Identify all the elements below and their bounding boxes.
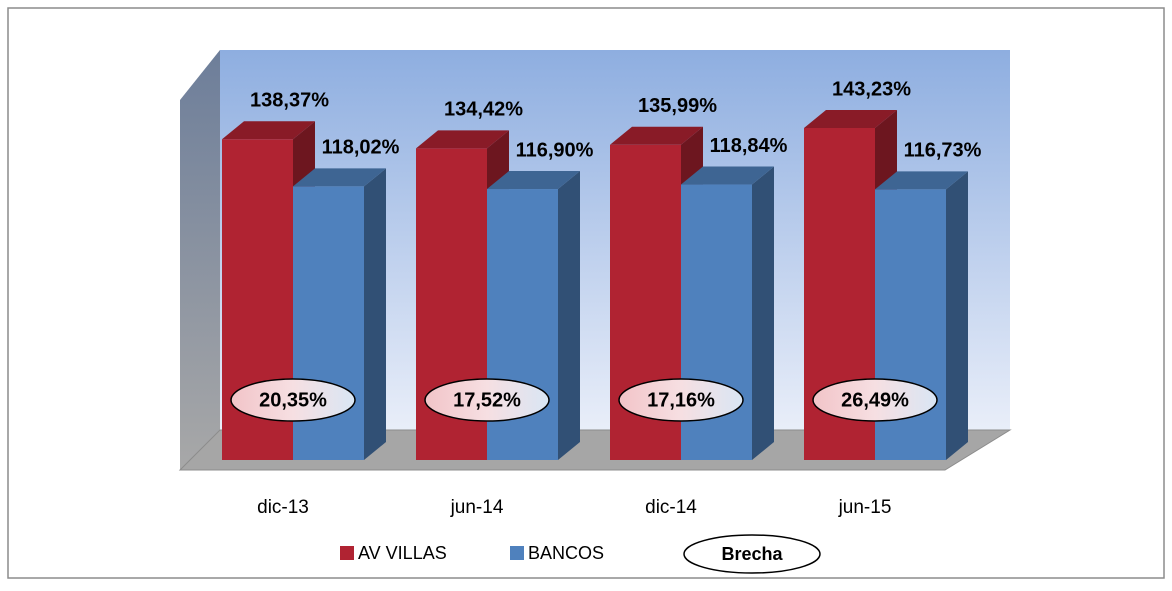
bar-top	[487, 171, 580, 190]
bar-top	[681, 166, 774, 185]
data-label: 118,02%	[322, 137, 400, 159]
bar-side	[558, 171, 580, 461]
side-wall	[180, 50, 220, 470]
bar-top	[222, 121, 315, 140]
bar-top	[293, 168, 386, 187]
x-tick-label: jun-15	[838, 497, 892, 518]
gap-ellipse	[424, 378, 550, 422]
data-label: 135,99%	[638, 95, 717, 117]
legend-label: AV VILLAS	[358, 543, 447, 563]
legend-label: BANCOS	[528, 543, 604, 563]
gap-label: 17,16%	[647, 389, 715, 411]
x-tick-label: dic-13	[257, 497, 309, 518]
bar-side	[946, 171, 968, 461]
floor	[178, 429, 1012, 471]
gap-ellipse	[812, 378, 938, 422]
legend-ellipse	[683, 534, 821, 574]
bar-top	[416, 130, 509, 149]
x-tick-label: jun-14	[450, 497, 504, 518]
bar-top	[804, 110, 897, 128]
legend-swatch	[510, 546, 524, 560]
data-label: 116,73%	[904, 140, 982, 162]
data-label: 134,42%	[444, 99, 523, 121]
bar-top	[875, 171, 968, 190]
gap-label: 20,35%	[259, 389, 327, 411]
gap-label: 17,52%	[453, 389, 521, 411]
data-label: 138,37%	[250, 90, 329, 112]
bar-side	[364, 168, 386, 460]
data-label: 118,84%	[710, 135, 788, 157]
legend-label: Brecha	[721, 544, 783, 564]
bar-top	[610, 126, 703, 145]
legend-swatch	[340, 546, 354, 560]
gap-ellipse	[618, 378, 744, 422]
bar-side	[752, 166, 774, 461]
data-label: 143,23%	[832, 78, 911, 100]
data-label: 116,90%	[516, 139, 594, 161]
x-tick-label: dic-14	[645, 497, 697, 518]
gap-ellipse	[230, 378, 356, 422]
gap-label: 26,49%	[841, 389, 909, 411]
